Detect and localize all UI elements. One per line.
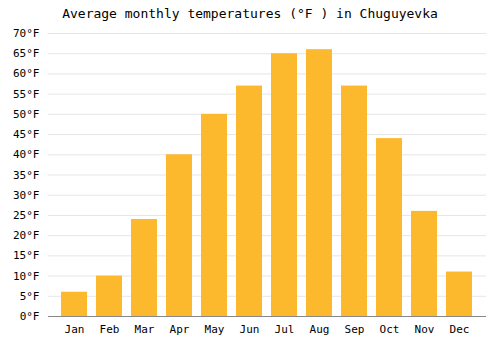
svg-text:45°F: 45°F <box>13 128 40 141</box>
svg-text:Aug: Aug <box>310 323 330 336</box>
html-text:Average monthly temperatures (: Average monthly temperatures (°F ) in Ch… <box>62 6 438 21</box>
svg-text:Oct: Oct <box>380 323 400 336</box>
svg-text:60°F: 60°F <box>13 67 40 80</box>
svg-text:Nov: Nov <box>415 323 435 336</box>
svg-text:Apr: Apr <box>170 323 190 336</box>
svg-text:30°F: 30°F <box>13 189 40 202</box>
svg-text:35°F: 35°F <box>13 169 40 182</box>
svg-text:Sep: Sep <box>345 323 365 336</box>
svg-text:Mar: Mar <box>135 323 155 336</box>
svg-text:15°F: 15°F <box>13 249 40 262</box>
svg-text:50°F: 50°F <box>13 108 40 121</box>
svg-text:0°F: 0°F <box>20 310 40 323</box>
svg-text:Dec: Dec <box>450 323 470 336</box>
svg-text:65°F: 65°F <box>13 47 40 60</box>
svg-text:20°F: 20°F <box>13 229 40 242</box>
svg-text:Jun: Jun <box>240 323 260 336</box>
svg-text:Jul: Jul <box>275 323 295 336</box>
svg-text:Jan: Jan <box>65 323 85 336</box>
svg-text:40°F: 40°F <box>13 148 40 161</box>
svg-text:5°F: 5°F <box>20 290 40 303</box>
svg-text:May: May <box>205 323 225 336</box>
svg-text:Feb: Feb <box>100 323 120 336</box>
svg-text:55°F: 55°F <box>13 88 40 101</box>
svg-text:25°F: 25°F <box>13 209 40 222</box>
svg-text:10°F: 10°F <box>13 270 40 283</box>
svg-text:70°F: 70°F <box>13 27 40 40</box>
